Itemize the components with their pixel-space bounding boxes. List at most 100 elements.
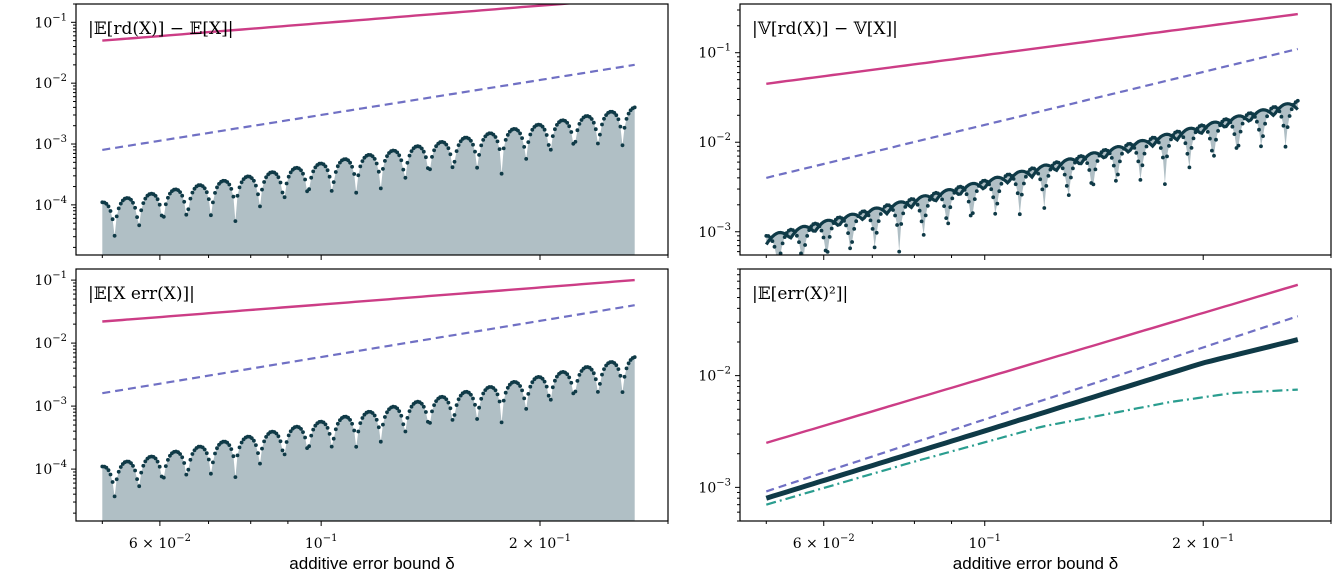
data-point <box>793 230 797 234</box>
data-point <box>844 223 848 228</box>
data-point <box>495 392 500 397</box>
data-point <box>233 475 238 479</box>
data-point <box>542 379 547 384</box>
data-point <box>593 127 598 132</box>
data-point <box>575 128 580 133</box>
data-point <box>405 160 410 165</box>
data-point <box>106 468 111 473</box>
data-point <box>473 149 477 154</box>
data-point <box>1169 137 1173 142</box>
data-point <box>262 439 266 444</box>
data-point <box>260 187 264 192</box>
data-point <box>1138 178 1143 182</box>
data-point <box>997 189 1002 194</box>
data-point <box>522 396 527 401</box>
data-point <box>401 422 406 427</box>
data-point <box>254 443 258 447</box>
data-point <box>395 406 400 411</box>
data-point <box>264 175 268 180</box>
data-point <box>276 434 281 439</box>
plot-frame <box>739 3 1332 256</box>
data-point <box>360 416 365 420</box>
data-point <box>155 197 160 202</box>
data-point <box>544 133 549 137</box>
data-point <box>591 120 596 125</box>
data-point <box>1263 121 1267 126</box>
data-point <box>471 396 475 401</box>
data-point <box>131 200 135 205</box>
data-point <box>989 187 994 192</box>
data-point <box>1134 151 1139 155</box>
data-point <box>952 190 957 195</box>
data-point <box>331 180 336 185</box>
data-point <box>178 190 183 195</box>
tick-label: 10−2 <box>698 132 731 151</box>
data-point <box>118 201 123 206</box>
data-point <box>801 261 805 265</box>
data-point <box>227 443 232 447</box>
data-point <box>520 136 524 141</box>
data-point <box>616 117 621 122</box>
data-point <box>852 227 857 231</box>
data-point <box>378 186 383 191</box>
data-point <box>550 134 555 139</box>
data-point <box>807 228 812 233</box>
data-point <box>972 197 977 202</box>
observed-series <box>100 355 637 499</box>
data-point <box>274 172 279 177</box>
data-point <box>260 446 264 451</box>
data-point <box>307 187 311 192</box>
data-point <box>229 187 234 191</box>
data-point <box>970 211 975 216</box>
data-point <box>1048 167 1053 172</box>
observed-fill <box>102 357 635 521</box>
data-point <box>1259 144 1263 149</box>
data-point <box>840 216 844 221</box>
data-point <box>901 211 906 216</box>
data-point <box>1083 157 1088 161</box>
data-point <box>202 447 207 452</box>
data-point <box>180 193 185 198</box>
data-point <box>348 160 352 165</box>
data-point <box>1185 151 1190 156</box>
data-point <box>206 457 211 462</box>
data-point <box>309 433 314 438</box>
data-point <box>186 207 191 212</box>
tick-label: 10−1 <box>34 270 67 289</box>
data-point <box>1038 177 1043 182</box>
data-point <box>450 418 455 422</box>
data-point <box>372 413 377 418</box>
data-point <box>182 199 187 204</box>
data-point <box>1156 140 1161 145</box>
tick-label: 10−1 <box>34 12 67 31</box>
data-point <box>1130 143 1135 147</box>
data-point <box>110 217 115 222</box>
data-point <box>614 113 619 118</box>
data-point <box>163 464 168 468</box>
data-point <box>231 454 236 459</box>
data-point <box>475 165 479 170</box>
data-point <box>374 161 379 166</box>
data-point <box>799 251 803 255</box>
tick-label: 10−3 <box>34 134 67 153</box>
data-point <box>602 116 606 121</box>
data-point <box>1255 119 1259 124</box>
data-point <box>925 204 930 208</box>
data-point <box>782 235 787 240</box>
data-point <box>284 181 289 186</box>
data-point <box>473 402 477 407</box>
data-point <box>262 180 266 184</box>
data-point <box>780 241 785 246</box>
subplot-1: 10−1 10−2 10−3 10−4 |𝔼[rd(X)] − 𝔼[X]| <box>34 3 669 260</box>
data-point <box>157 202 162 207</box>
data-point <box>329 444 334 449</box>
data-point <box>624 117 629 121</box>
data-point <box>518 131 522 136</box>
data-point <box>335 421 340 426</box>
data-point <box>880 207 885 212</box>
data-point <box>1285 125 1290 129</box>
data-point <box>229 447 234 451</box>
data-point <box>401 167 406 172</box>
tick-label: 10−2 <box>698 366 731 385</box>
data-point <box>1111 163 1116 168</box>
